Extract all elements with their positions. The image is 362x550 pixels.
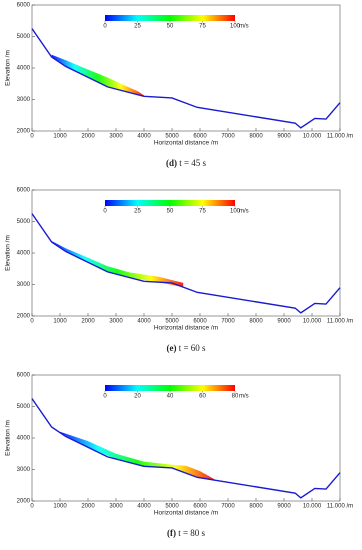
flow-layer (51, 241, 184, 288)
colorbar-tick-label: 50 (167, 209, 174, 215)
y-axis-label: Elevation /m (5, 420, 12, 456)
y-tick-label: 6000 (17, 373, 31, 379)
x-tick-label: 3000 (109, 504, 123, 510)
y-axis-label: Elevation /m (5, 235, 12, 271)
y-tick-label: 2000 (17, 129, 31, 135)
x-tick-label: 2000 (81, 134, 95, 140)
caption-label: (d) (166, 158, 177, 168)
y-tick-label: 3000 (17, 467, 31, 473)
x-tick-label: 10.000 (303, 504, 322, 510)
x-tick-label: 11.000 /m (327, 319, 353, 325)
x-tick-label: 4000 (137, 319, 151, 325)
x-tick-label: 1000 (53, 134, 67, 140)
x-tick-label: 4000 (137, 504, 151, 510)
x-tick-label: 3000 (109, 319, 123, 325)
y-tick-label: 5000 (17, 219, 31, 225)
x-tick-label: 11.000 /m (327, 134, 353, 140)
colorbar-tick-label: 75 (199, 24, 206, 30)
y-tick-label: 4000 (17, 436, 31, 442)
colorbar (105, 385, 235, 391)
x-tick-label: 1000 (53, 319, 67, 325)
x-tick-label: 1000 (53, 504, 67, 510)
colorbar-tick-label: 75 (199, 209, 206, 215)
y-tick-label: 6000 (17, 3, 31, 9)
x-tick-label: 11.000 /m (327, 504, 353, 510)
colorbar-unit: m/s (239, 24, 249, 30)
x-axis-label: Horizontal distance /m (154, 510, 218, 517)
colorbar (105, 200, 235, 206)
x-tick-label: 9000 (277, 504, 291, 510)
flow-layer (51, 54, 144, 97)
colorbar-tick-label: 40 (167, 394, 174, 400)
caption-text: t = 45 s (179, 158, 206, 168)
caption-text: t = 60 s (179, 343, 206, 353)
x-tick-label: 10.000 (303, 319, 322, 325)
x-tick-label: 9000 (277, 319, 291, 325)
x-tick-label: 4000 (137, 134, 151, 140)
x-tick-label: 10.000 (303, 134, 322, 140)
colorbar-unit: m/s (239, 394, 249, 400)
caption: (d) t = 45 s (166, 158, 207, 168)
y-tick-label: 2000 (17, 499, 31, 505)
colorbar-unit: m/s (239, 209, 249, 215)
colorbar-tick-label: 100 (230, 209, 241, 215)
x-tick-label: 5000 (165, 319, 179, 325)
colorbar-tick-label: 100 (230, 24, 241, 30)
x-tick-label: 6000 (193, 504, 207, 510)
x-tick-label: 7000 (221, 134, 235, 140)
caption: (f) t = 80 s (167, 528, 206, 538)
x-tick-label: 0 (30, 319, 34, 325)
x-axis-label: Horizontal distance /m (154, 140, 218, 147)
y-tick-label: 6000 (17, 188, 31, 194)
colorbar-tick-label: 0 (103, 394, 107, 400)
caption-text: t = 80 s (178, 528, 205, 538)
terrain-line (31, 28, 341, 129)
x-tick-label: 6000 (193, 134, 207, 140)
x-tick-label: 2000 (81, 319, 95, 325)
x-tick-label: 3000 (109, 134, 123, 140)
x-tick-label: 8000 (249, 504, 263, 510)
x-tick-label: 0 (30, 134, 34, 140)
y-tick-label: 3000 (17, 282, 31, 288)
plot-frame (31, 189, 341, 317)
caption-label: (e) (166, 343, 176, 353)
colorbar-tick-label: 20 (134, 394, 141, 400)
colorbar-tick-label: 25 (134, 24, 141, 30)
flow-layer (60, 431, 214, 481)
colorbar-tick-label: 0 (103, 24, 107, 30)
colorbar (105, 15, 235, 21)
x-tick-label: 7000 (221, 504, 235, 510)
x-tick-label: 7000 (221, 319, 235, 325)
x-tick-label: 0 (30, 504, 34, 510)
terrain-line (31, 398, 341, 499)
colorbar-tick-label: 60 (199, 394, 206, 400)
x-tick-label: 2000 (81, 504, 95, 510)
y-tick-label: 5000 (17, 404, 31, 410)
colorbar-tick-label: 25 (134, 209, 141, 215)
colorbar-tick-label: 0 (103, 209, 107, 215)
colorbar-tick-label: 50 (167, 24, 174, 30)
x-tick-label: 5000 (165, 504, 179, 510)
colorbar-tick-label: 80 (232, 394, 239, 400)
x-tick-label: 8000 (249, 319, 263, 325)
y-axis-label: Elevation /m (5, 50, 12, 86)
y-tick-label: 2000 (17, 314, 31, 320)
y-tick-label: 4000 (17, 66, 31, 72)
y-tick-label: 4000 (17, 251, 31, 257)
x-tick-label: 8000 (249, 134, 263, 140)
x-tick-label: 5000 (165, 134, 179, 140)
y-tick-label: 3000 (17, 97, 31, 103)
x-tick-label: 6000 (193, 319, 207, 325)
caption: (e) t = 60 s (166, 343, 206, 353)
caption-label: (f) (167, 528, 176, 538)
x-tick-label: 9000 (277, 134, 291, 140)
y-tick-label: 5000 (17, 34, 31, 40)
terrain-line (31, 213, 341, 314)
x-axis-label: Horizontal distance /m (154, 325, 218, 332)
